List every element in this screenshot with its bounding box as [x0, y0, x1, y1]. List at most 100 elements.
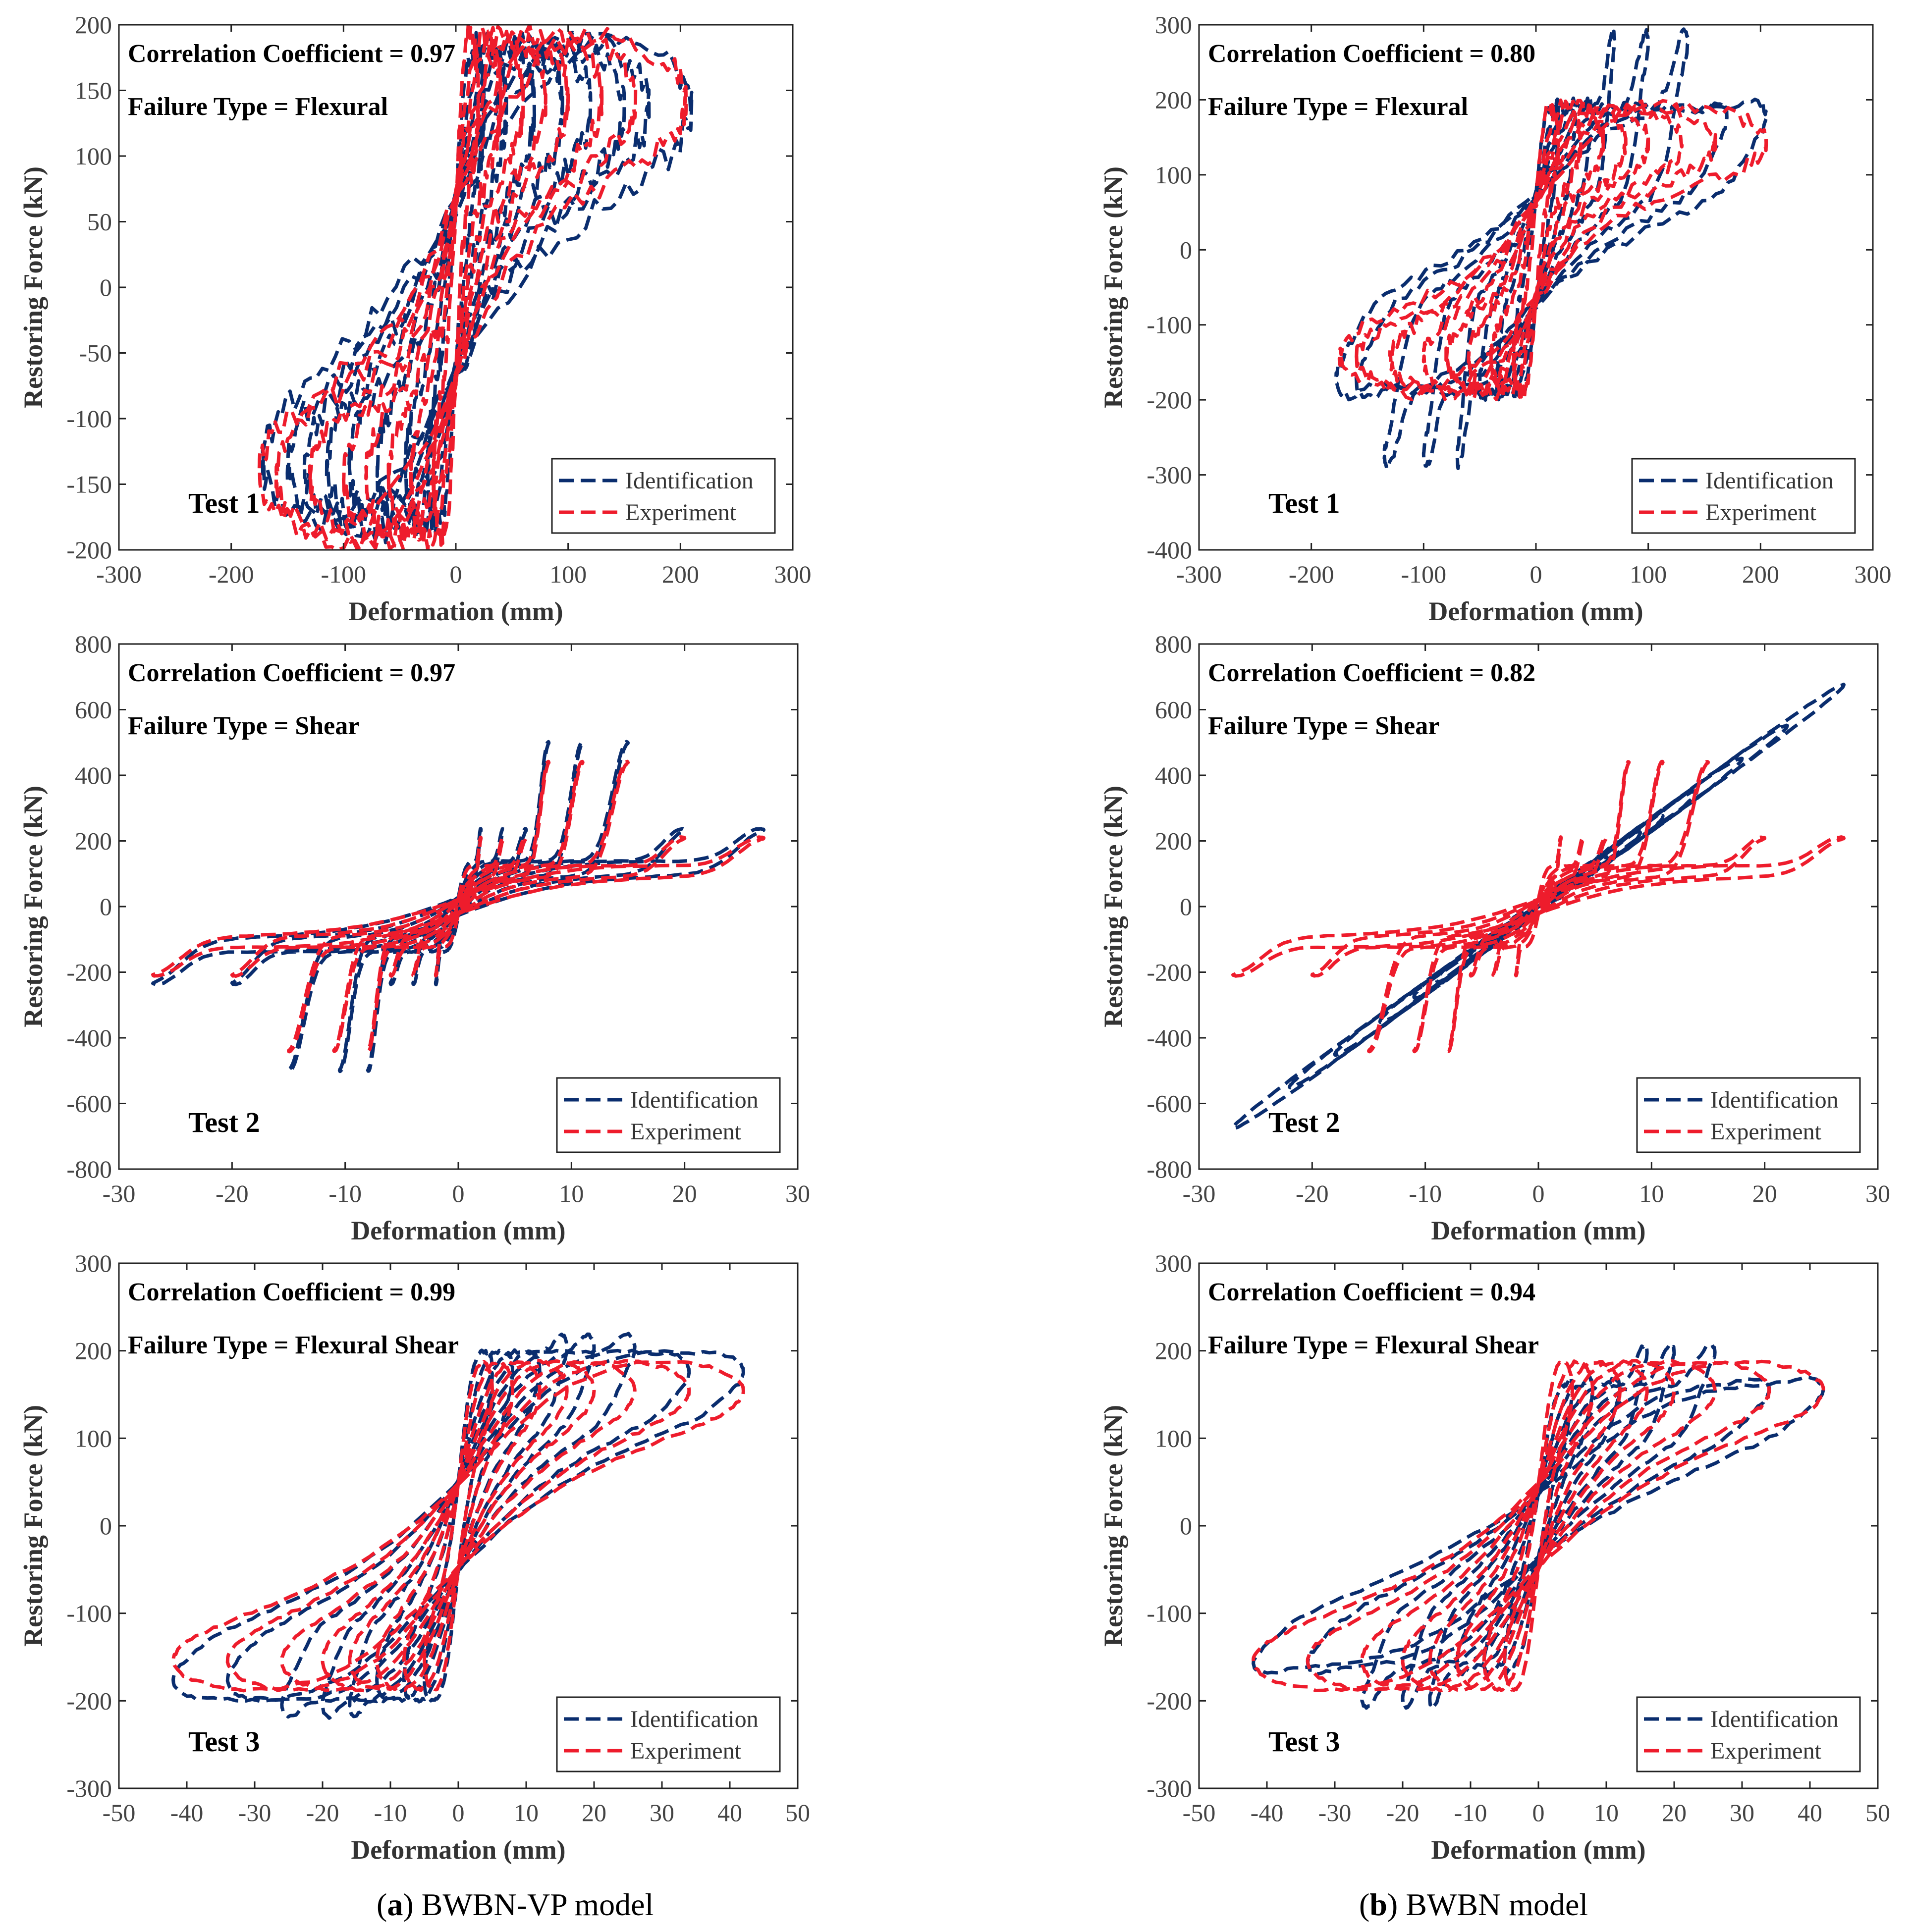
x-tick-label: -10: [328, 1180, 362, 1207]
y-tick-label: 0: [100, 893, 112, 920]
series-experiment-b2: [1231, 759, 1846, 1054]
y-tick-label: 100: [75, 142, 112, 170]
x-tick-label: -40: [1251, 1799, 1284, 1826]
x-tick-label: 20: [672, 1180, 697, 1207]
x-tick-label: 0: [1532, 1180, 1545, 1207]
legend-box: [556, 1696, 781, 1772]
series-experiment-b3: [1252, 1358, 1825, 1693]
x-tick-label: 0: [452, 1799, 465, 1826]
y-tick-label: 400: [1155, 761, 1192, 789]
series-experiment-b1: [1337, 98, 1768, 401]
x-tick-label: -10: [1409, 1180, 1442, 1207]
y-tick-label: -800: [66, 1155, 112, 1183]
y-tick-label: -200: [66, 959, 112, 986]
y-tick-label: -100: [1147, 1600, 1192, 1627]
x-tick-label: -30: [1318, 1799, 1352, 1826]
x-tick-label: 300: [1855, 560, 1892, 588]
y-tick-label: -200: [1147, 1687, 1192, 1715]
caption-a: (a) BWBN-VP model: [377, 1887, 654, 1922]
legend-b3: Identification Experiment: [1636, 1696, 1861, 1772]
y-tick-label: -150: [66, 471, 112, 498]
y-tick-label: 400: [75, 761, 112, 789]
correlation-annotation: Correlation Coefficient = 0.99: [128, 1278, 455, 1306]
x-tick-label: -10: [1454, 1799, 1487, 1826]
y-tick-label: 100: [1155, 1424, 1192, 1452]
test-label: Test 2: [1268, 1106, 1340, 1138]
y-tick-label: -300: [1147, 461, 1192, 489]
x-axis-label: Deformation (mm): [348, 596, 563, 626]
x-tick-label: -200: [209, 560, 254, 588]
legend-a2: Identification Experiment: [556, 1077, 781, 1153]
x-tick-label: 30: [650, 1799, 674, 1826]
x-tick-label: -20: [306, 1799, 339, 1826]
chart-b2: -30 -20 -10 0 10 20 30 -800 -600 -400 -200 0 200 400 6…: [1098, 630, 1890, 1245]
correlation-label: Correlation Coefficient =: [1208, 659, 1490, 687]
x-tick-label: 30: [1730, 1799, 1754, 1826]
x-tick-label: 100: [549, 560, 587, 588]
x-tick-label: 0: [1532, 1799, 1545, 1826]
legend-label-experiment: Experiment: [1705, 499, 1817, 526]
y-tick-label: 150: [75, 77, 112, 105]
correlation-annotation: Correlation Coefficient = 0.80: [1208, 40, 1535, 68]
x-tick-label: -50: [103, 1799, 136, 1826]
y-tick-label: 100: [1155, 161, 1192, 189]
y-tick-label: -100: [1147, 311, 1192, 339]
chart-a3: -50 -40 -30 -20 -10 0 10 20 30 40 50-300-200-10001…: [18, 1249, 810, 1865]
legend-box: [556, 1077, 781, 1153]
series-experiment-a1: [257, 25, 688, 550]
x-tick-label: 200: [662, 560, 699, 588]
y-tick-label: 800: [1155, 630, 1192, 658]
legend-label-experiment: Experiment: [1710, 1738, 1822, 1764]
legend-box: [1631, 458, 1856, 534]
x-tick-label: -300: [1176, 560, 1222, 588]
x-tick-label: 50: [1865, 1799, 1890, 1826]
correlation-value: 0.82: [1490, 659, 1535, 687]
y-tick-label: 200: [75, 11, 112, 39]
test-label: Test 1: [188, 487, 260, 519]
y-tick-label: 200: [75, 827, 112, 855]
legend-b2: Identification Experiment: [1636, 1077, 1861, 1153]
x-tick-label: 20: [1662, 1799, 1687, 1826]
correlation-annotation: Correlation Coefficient = 0.94: [1208, 1278, 1535, 1306]
chart-b3: -50 -40 -30 -20 -10 0 10 20 30 40 50-300-200-10001…: [1098, 1249, 1890, 1865]
y-tick-label: -100: [66, 405, 112, 432]
failure-type-label: Failure Type =: [1208, 712, 1375, 740]
y-tick-label: 0: [100, 273, 112, 301]
failure-type-value: Shear: [1375, 712, 1439, 740]
x-axis-label: Deformation (mm): [351, 1835, 565, 1865]
x-tick-label: 0: [450, 560, 462, 588]
y-tick-label: -800: [1147, 1155, 1192, 1183]
failure-type-value: Flexural Shear: [295, 1331, 459, 1359]
failure-type-annotation: Failure Type = Flexural Shear: [1208, 1331, 1539, 1359]
correlation-label: Correlation Coefficient =: [1208, 40, 1490, 68]
y-axis-label: Restoring Force (kN): [18, 786, 48, 1027]
x-tick-label: 10: [1639, 1180, 1664, 1207]
y-tick-label: -300: [1147, 1774, 1192, 1802]
series-experiment-a2: [151, 759, 765, 1054]
y-axis-label: Restoring Force (kN): [1098, 166, 1128, 408]
x-tick-label: 20: [582, 1799, 606, 1826]
x-tick-label: 10: [559, 1180, 584, 1207]
caption-b: (b) BWBN model: [1359, 1887, 1588, 1922]
correlation-label: Correlation Coefficient =: [1208, 1278, 1490, 1306]
test-label: Test 1: [1268, 487, 1340, 519]
y-tick-label: 0: [1180, 893, 1192, 920]
caption-a-text: BWBN-VP model: [421, 1887, 654, 1922]
failure-type-annotation: Failure Type = Flexural Shear: [128, 1331, 459, 1359]
series-experiment-a3: [171, 1358, 745, 1693]
correlation-value: 0.80: [1490, 40, 1535, 68]
y-tick-label: 0: [1180, 236, 1192, 264]
legend-b1: Identification Experiment: [1631, 458, 1856, 534]
y-tick-label: -200: [66, 536, 112, 564]
chart-a1: -300 -200 -100 0 100 200 300-200-150-100-50050…: [18, 11, 812, 626]
y-tick-label: -50: [79, 339, 112, 367]
x-tick-label: 200: [1742, 560, 1779, 588]
x-tick-label: 10: [1594, 1799, 1619, 1826]
legend-label-experiment: Experiment: [625, 499, 737, 526]
failure-type-label: Failure Type =: [1208, 1331, 1375, 1359]
legend-label-identification: Identification: [625, 468, 754, 494]
test-label: Test 3: [1268, 1725, 1340, 1758]
legend-label-experiment: Experiment: [1710, 1119, 1822, 1145]
